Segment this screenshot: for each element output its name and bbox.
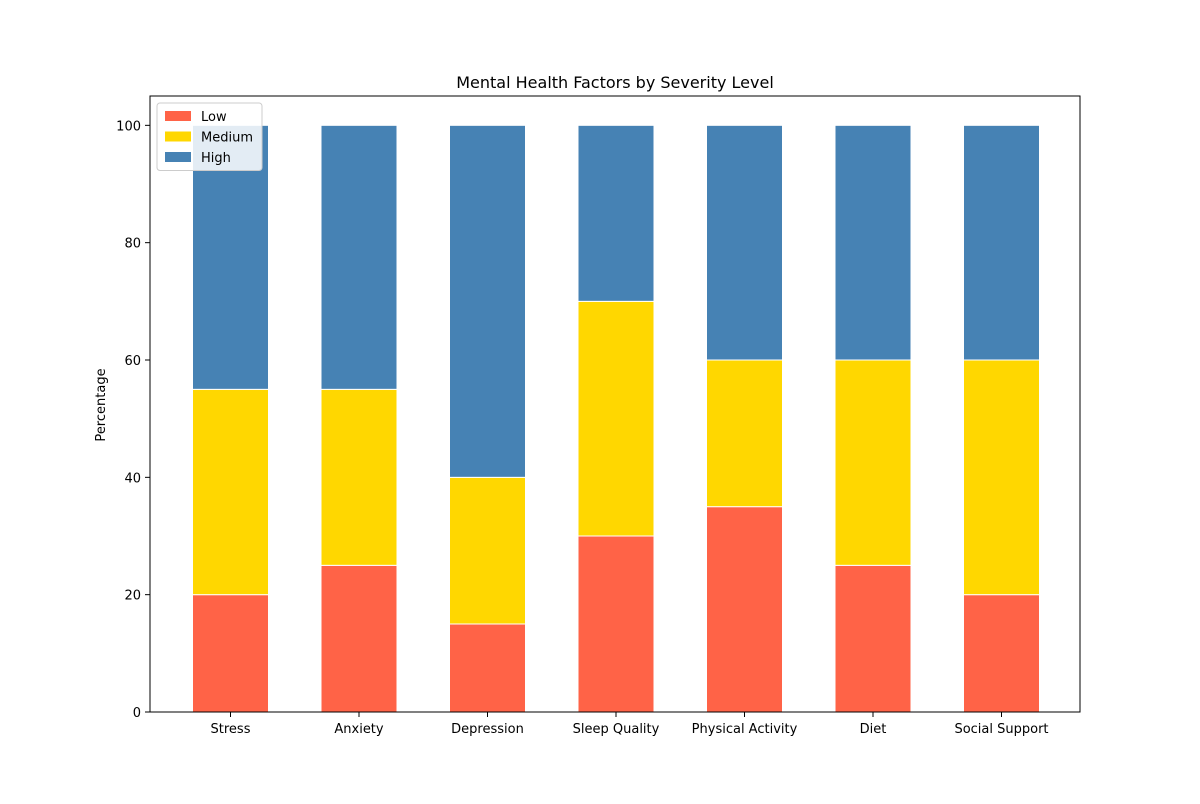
bar-physical-activity-high xyxy=(706,124,783,361)
legend-label-low: Low xyxy=(201,110,227,125)
y-axis-title: Percentage xyxy=(94,368,109,441)
bar-social-support-low xyxy=(963,594,1040,713)
legend: Low Medium High xyxy=(156,102,263,171)
bar-diet-medium xyxy=(834,359,912,566)
x-tick-label-depression: Depression xyxy=(451,722,524,737)
x-tick-label-stress: Stress xyxy=(211,722,251,737)
legend-label-high: High xyxy=(201,151,231,166)
bar-physical-activity-medium xyxy=(706,359,783,508)
y-tick-label: 40 xyxy=(124,471,141,486)
bar-depression-high xyxy=(449,124,526,478)
x-tick-label-social-support: Social Support xyxy=(954,722,1048,737)
y-tick-label: 0 xyxy=(133,706,141,721)
legend-label-medium: Medium xyxy=(201,131,253,146)
bar-sleep-quality-high xyxy=(577,124,655,302)
x-tick-label-anxiety: Anxiety xyxy=(334,722,384,737)
legend-swatch-high xyxy=(165,152,191,162)
x-tick-label-diet: Diet xyxy=(860,722,887,737)
bar-physical-activity-low xyxy=(706,506,783,713)
y-tick-label: 60 xyxy=(124,354,141,369)
bar-anxiety-medium xyxy=(320,388,398,566)
x-tick-label-sleep-quality: Sleep Quality xyxy=(573,722,660,737)
chart-title: Mental Health Factors by Severity Level xyxy=(456,73,774,92)
bar-sleep-quality-medium xyxy=(577,300,655,537)
y-tick-label: 20 xyxy=(124,589,141,604)
y-tick-label: 100 xyxy=(116,119,141,134)
x-tick-label-physical-activity: Physical Activity xyxy=(692,722,798,737)
bar-social-support-high xyxy=(963,124,1040,361)
bar-depression-low xyxy=(449,623,526,713)
bar-diet-high xyxy=(834,124,912,361)
bar-anxiety-high xyxy=(320,124,398,390)
bars-layer xyxy=(192,124,1040,713)
bar-anxiety-low xyxy=(320,564,398,713)
bar-diet-low xyxy=(834,564,912,713)
y-tick-label: 80 xyxy=(124,237,141,252)
axes-layer: 0 20 40 60 80 100 Stress Anxiety Depression Sleep… xyxy=(116,95,1081,737)
bar-stress-low xyxy=(192,594,269,713)
bar-stress-medium xyxy=(192,388,269,596)
bar-sleep-quality-low xyxy=(577,535,655,713)
bar-social-support-medium xyxy=(963,359,1040,596)
legend-swatch-low xyxy=(165,111,191,121)
plot-frame xyxy=(149,95,1081,713)
bar-depression-medium xyxy=(449,476,526,625)
legend-swatch-medium xyxy=(165,131,191,142)
